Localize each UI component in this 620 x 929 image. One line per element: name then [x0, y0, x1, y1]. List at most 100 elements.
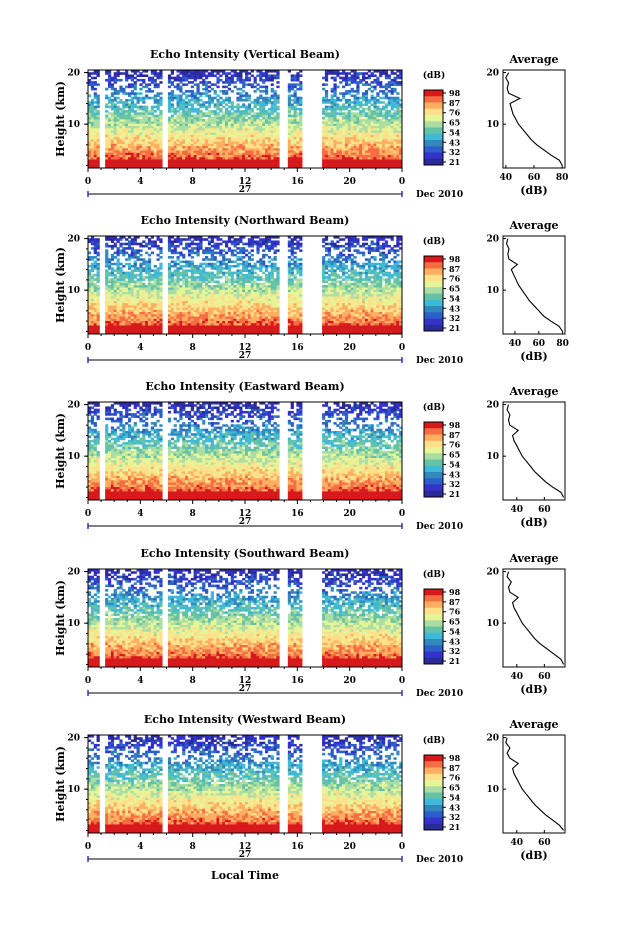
heatmap-cell — [379, 112, 383, 115]
heatmap-cell — [136, 107, 140, 111]
heatmap-cell — [190, 280, 194, 284]
heatmap-cell — [264, 98, 269, 102]
heatmap-cell — [173, 318, 177, 321]
heatmap-cell — [356, 130, 360, 133]
heatmap-cell — [276, 112, 280, 115]
heatmap-cell — [210, 110, 214, 113]
heatmap-cell — [107, 147, 112, 151]
heatmap-cell — [245, 92, 249, 95]
heatmap-cell — [187, 302, 192, 306]
heatmap-cell — [93, 244, 97, 248]
heatmap-cell — [370, 156, 374, 160]
heatmap-cell — [139, 267, 143, 270]
heatmap-cell — [236, 103, 240, 106]
heatmap-cell — [147, 247, 152, 250]
heatmap-cell — [105, 291, 109, 295]
heatmap-cell — [127, 130, 132, 133]
heatmap-cell — [127, 325, 132, 328]
heatmap-cell — [139, 269, 143, 272]
heatmap-cell — [107, 156, 112, 160]
heatmap-cell — [264, 159, 269, 162]
heatmap-cell — [185, 110, 189, 113]
heatmap-cell — [130, 327, 135, 330]
heatmap-cell — [193, 313, 197, 317]
heatmap-cell — [133, 305, 137, 308]
heatmap-cell — [336, 127, 340, 131]
heatmap-cell — [276, 101, 280, 104]
heatmap-cell — [179, 242, 183, 246]
heatmap-cell — [147, 302, 152, 306]
heatmap-cell — [150, 273, 154, 277]
heatmap-cell — [96, 258, 100, 261]
heatmap-cell — [367, 125, 371, 129]
heatmap-cell — [156, 74, 160, 78]
heatmap-cell — [125, 152, 129, 155]
heatmap-cell — [207, 249, 212, 252]
heatmap-cell — [290, 141, 294, 144]
heatmap-cell — [130, 320, 135, 324]
heatmap-cell — [167, 130, 172, 133]
heatmap-cell — [130, 130, 135, 133]
heatmap-cell — [179, 305, 183, 308]
heatmap-cell — [142, 136, 146, 140]
heatmap-cell — [90, 236, 95, 239]
heatmap-cell — [344, 152, 349, 155]
heatmap-cell — [110, 287, 115, 290]
heatmap-cell — [262, 96, 266, 100]
heatmap-cell — [322, 87, 326, 91]
heatmap-cell — [293, 121, 297, 124]
heatmap-cell — [167, 165, 172, 169]
heatmap-cell — [193, 309, 197, 313]
heatmap-cell — [159, 110, 163, 113]
heatmap-cell — [96, 132, 100, 135]
heatmap-cell — [202, 156, 206, 160]
heatmap-cell — [167, 267, 172, 270]
heatmap-cell — [267, 141, 272, 144]
heatmap-cell — [130, 264, 135, 268]
heatmap-cell — [273, 90, 277, 93]
heatmap-cell — [242, 81, 246, 84]
heatmap-cell — [110, 273, 115, 277]
heatmap-cell — [125, 159, 129, 162]
heatmap-cell — [113, 76, 117, 80]
heatmap-cell — [362, 134, 366, 138]
heatmap-cell — [219, 150, 223, 153]
heatmap-cell — [205, 141, 209, 144]
heatmap-cell — [287, 134, 292, 138]
heatmap-cell — [239, 141, 243, 144]
heatmap-cell — [373, 132, 377, 135]
heatmap-cell — [344, 119, 349, 122]
heatmap-cell — [136, 287, 140, 290]
heatmap-cell — [396, 103, 400, 106]
heatmap-cell — [193, 143, 197, 147]
heatmap-cell — [207, 322, 212, 326]
heatmap-cell — [110, 280, 115, 284]
heatmap-cell — [356, 76, 360, 80]
heatmap-cell — [176, 70, 180, 73]
heatmap-cell — [202, 121, 206, 124]
heatmap-cell — [153, 136, 157, 140]
heatmap-cell — [339, 152, 343, 155]
heatmap-cell — [379, 70, 383, 73]
heatmap-cell — [130, 247, 135, 250]
heatmap-cell — [324, 163, 329, 167]
heatmap-cell — [153, 161, 157, 164]
heatmap-cell — [170, 161, 174, 164]
heatmap-cell — [202, 300, 206, 304]
heatmap-cell — [125, 112, 129, 115]
heatmap-cell — [185, 291, 189, 295]
heatmap-cell — [96, 156, 100, 160]
heatmap-cell — [390, 127, 394, 131]
heatmap-cell — [127, 154, 132, 158]
heatmap-cell — [125, 130, 129, 133]
heatmap-cell — [199, 280, 203, 284]
heatmap-cell — [333, 154, 337, 158]
heatmap-cell — [167, 236, 172, 239]
heatmap-cell — [96, 98, 100, 102]
heatmap-cell — [122, 311, 126, 315]
heatmap-cell — [287, 136, 292, 140]
heatmap-cell — [339, 110, 343, 113]
heatmap-cell — [336, 156, 340, 160]
heatmap-cell — [299, 165, 303, 169]
heatmap-cell — [219, 165, 223, 169]
